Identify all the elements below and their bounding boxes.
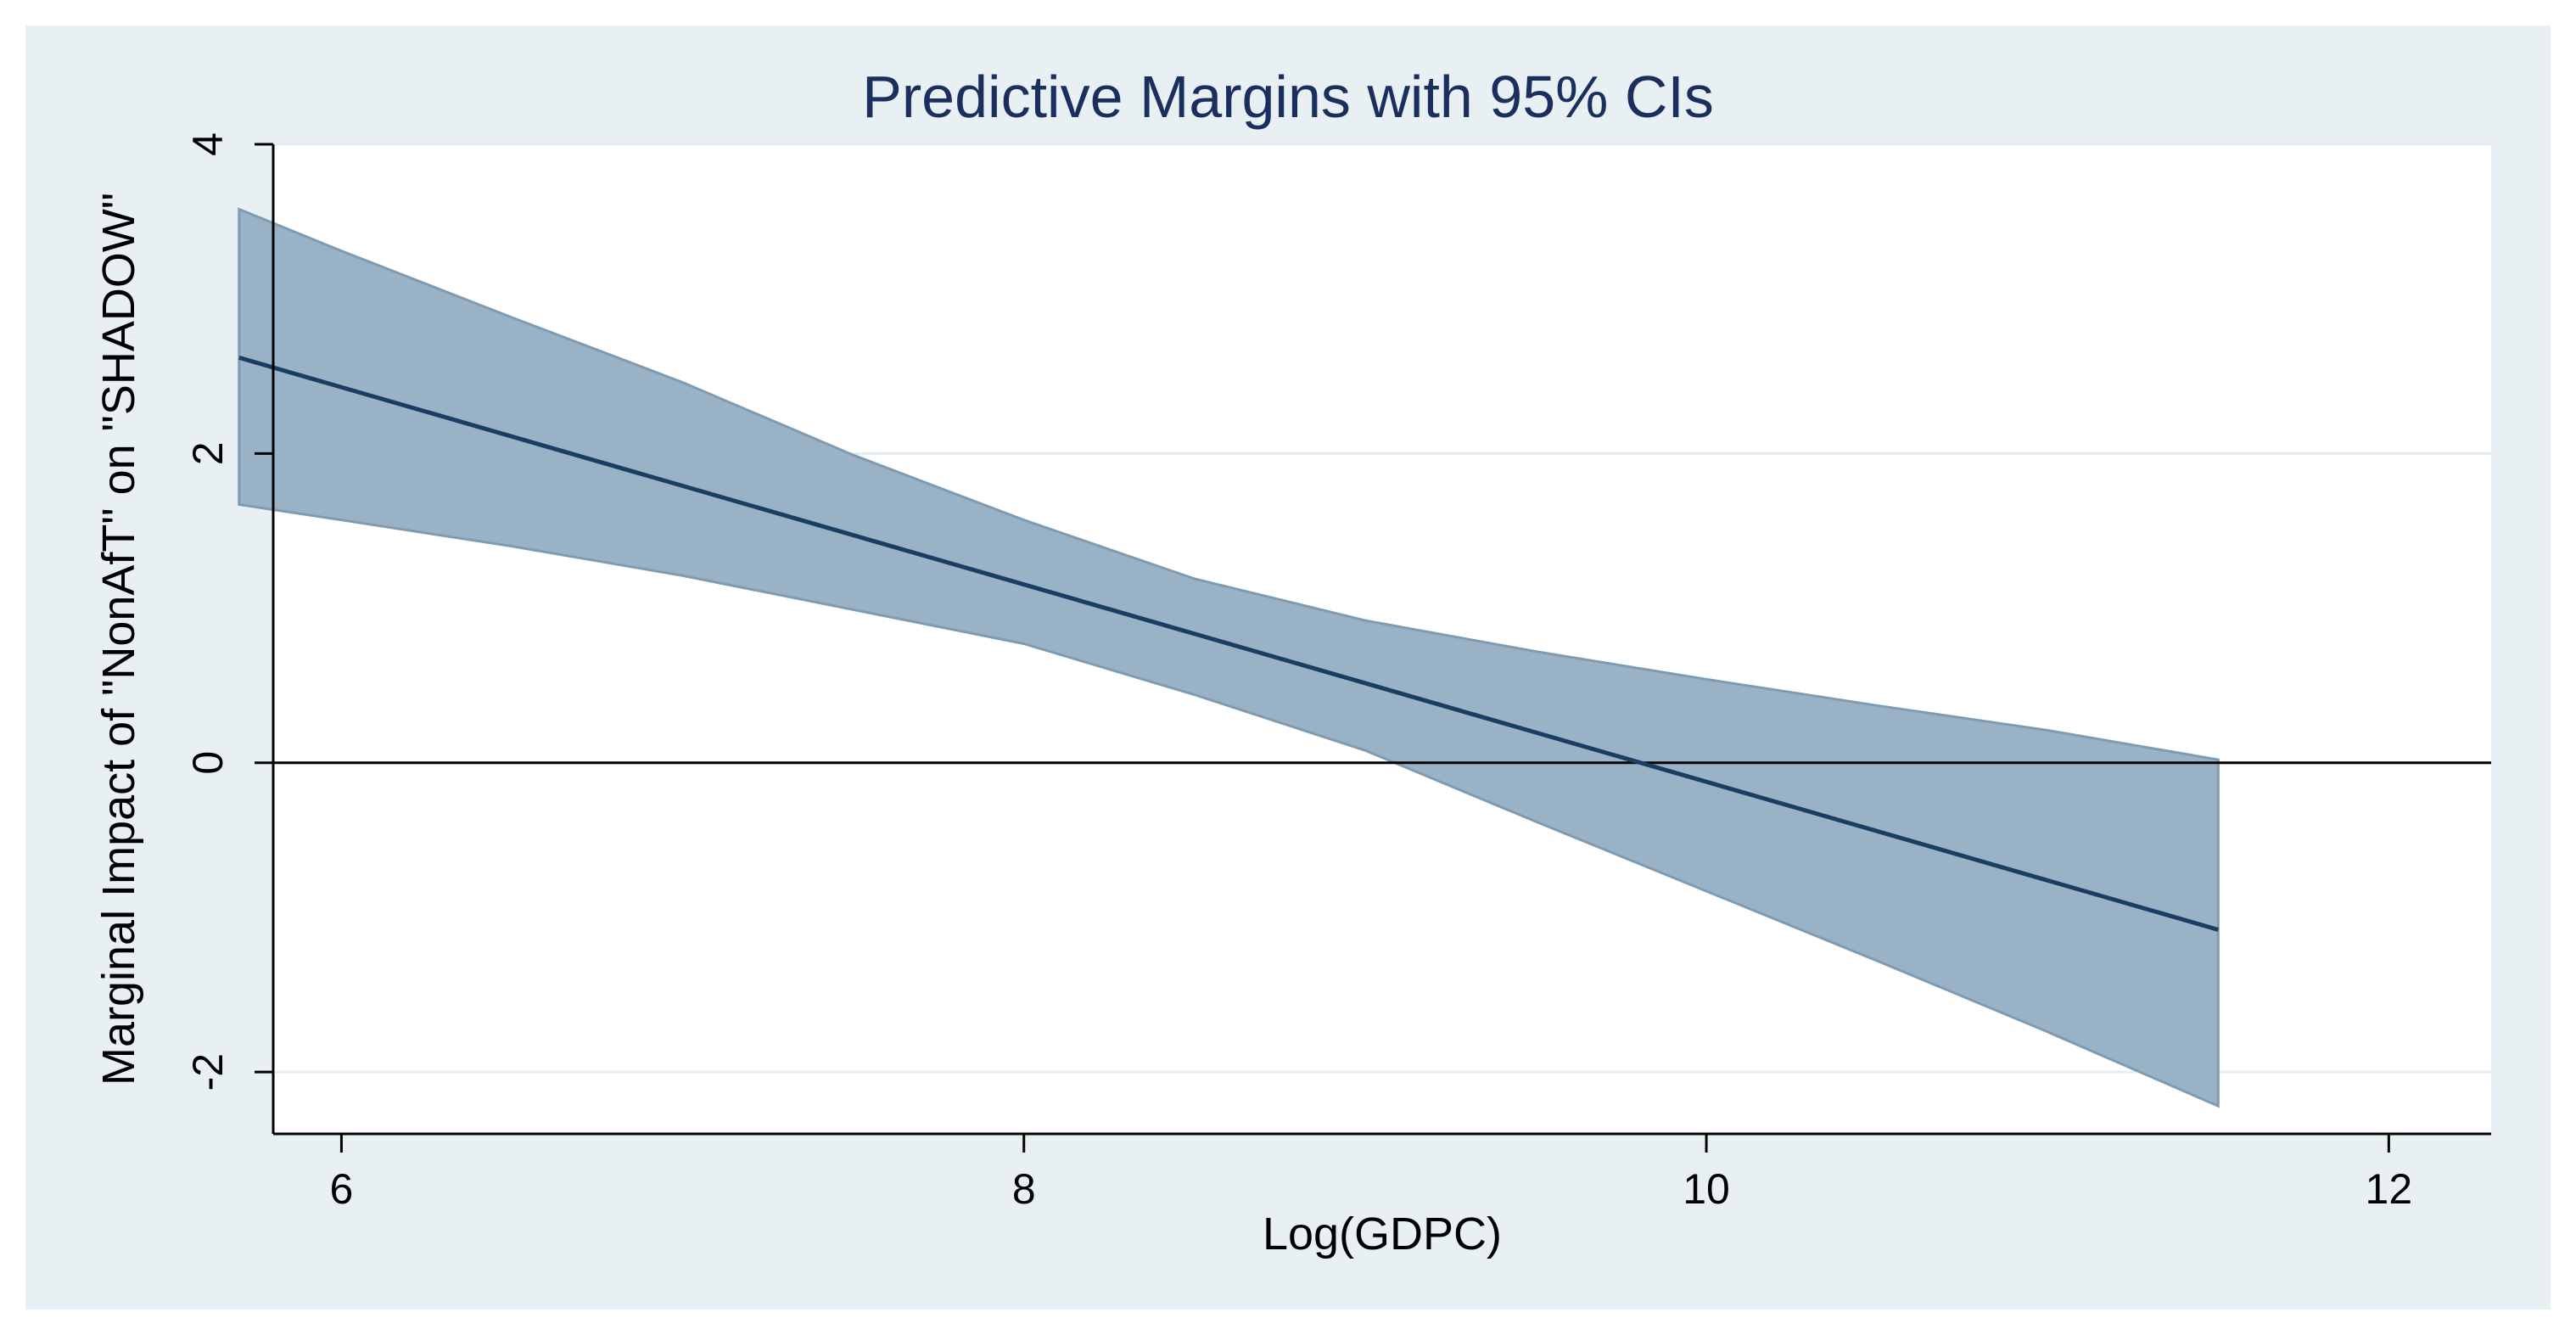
x-tick-label: 12: [2366, 1165, 2413, 1213]
axes: [272, 144, 2491, 1136]
x-ticks: 6 8 10 12: [330, 1134, 2413, 1213]
x-axis-title: Log(GDPC): [1263, 1209, 1502, 1259]
x-tick-label: 6: [330, 1165, 354, 1213]
x-tick-label: 10: [1683, 1165, 1730, 1213]
y-axis-title: Marginal Impact of "NonAfT" on "SHADOW": [93, 193, 144, 1085]
x-tick-label: 8: [1012, 1165, 1036, 1213]
y-tick-label: 0: [184, 751, 232, 775]
y-tick-label: -2: [184, 1053, 232, 1091]
chart-title: Predictive Margins with 95% CIs: [862, 64, 1714, 130]
y-tick-label: 4: [184, 132, 232, 156]
margin-line: [238, 355, 2219, 932]
y-tick-label: 2: [184, 441, 232, 465]
y-ticks: -2 0 2 4: [184, 132, 273, 1091]
confidence-band: [238, 207, 2220, 1108]
